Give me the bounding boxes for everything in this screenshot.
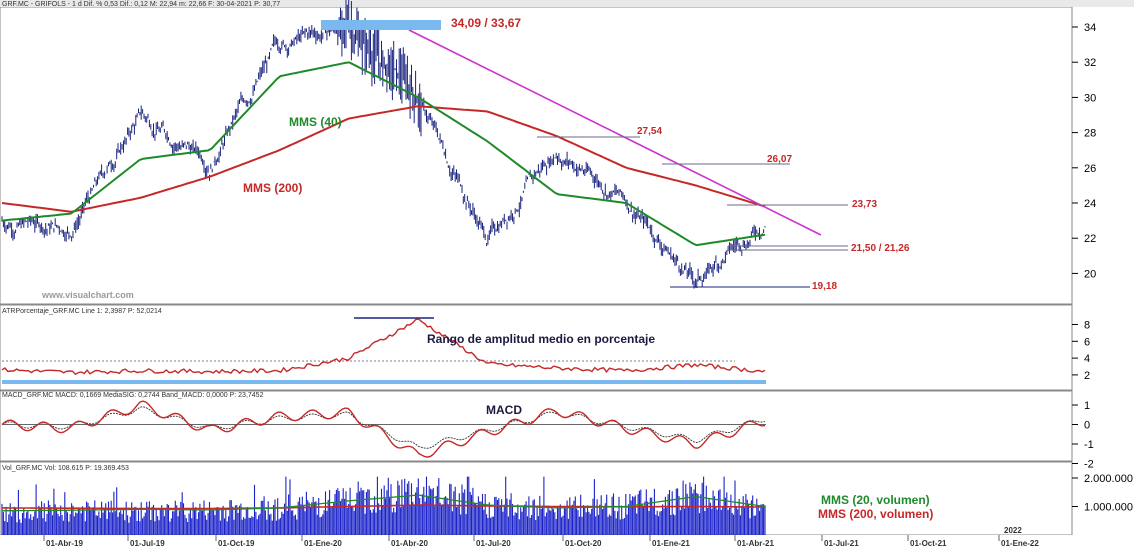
annotation-atr: Rango de amplitud medio en porcentaje: [427, 332, 655, 346]
date-label-2: 01-Oct-19: [218, 539, 255, 548]
header-bar: [0, 0, 1134, 7]
price-panel-title: GRF.MC - GRIFOLS - 1 d Dif. % 0,53 Dif.:…: [2, 1, 280, 8]
date-label-11: 01-Ene-22: [1001, 539, 1039, 548]
date-label-6: 01-Oct-20: [565, 539, 602, 548]
macd-axis-label-2: -1: [1084, 439, 1094, 451]
vol-axis-label-0: 2.000.000: [1084, 473, 1133, 485]
atr-axis-label-1: 6: [1084, 336, 1090, 348]
macd-signal-line: [1, 406, 766, 449]
vol-ma200-line: [2, 504, 766, 510]
atr-panel: [0, 304, 1073, 391]
annotation-vol-ma20: MMS (20, volumen): [821, 493, 930, 507]
price-axis-label-7: 20: [1084, 268, 1096, 280]
macd-axis-label-1: 0: [1084, 420, 1090, 432]
price-axis-label-4: 26: [1084, 163, 1096, 175]
macd-series-layer: [1, 400, 766, 458]
high-highlight-box: [321, 20, 441, 30]
date-label-5: 01-Jul-20: [476, 539, 511, 548]
watermark: www.visualchart.com: [41, 290, 134, 300]
date-label-7: 01-Ene-21: [652, 539, 690, 548]
volume-panel-title: Vol_GRF.MC Vol: 108.615 P: 19.369.453: [2, 465, 129, 472]
macd-panel-title: MACD_GRF.MC MACD: 0,1669 MediaSIG: 0,274…: [2, 392, 264, 399]
macd-axis-label-3: -2: [1084, 459, 1094, 471]
price-panel: [0, 6, 1073, 305]
macd-line: [1, 400, 766, 458]
atr-panel-title: ATRPorcentaje_GRF.MC Line 1: 2,3987 P: 5…: [2, 308, 162, 315]
macd-axis-label-0: 1: [1084, 400, 1090, 412]
price-axis-label-2: 30: [1084, 92, 1096, 104]
atr-line: [1, 318, 766, 376]
date-label-3: 01-Ene-20: [304, 539, 342, 548]
vol-ma20-line: [1, 494, 766, 512]
price-axis-label-5: 24: [1084, 198, 1096, 210]
ma40-line: [1, 61, 766, 247]
annotation-s1: 21,50 / 21,26: [851, 243, 910, 254]
atr-axis-label-0: 8: [1084, 320, 1090, 332]
year-label: 2022: [1004, 526, 1022, 535]
macd-panel: [0, 390, 1073, 462]
annotation-mms200: MMS (200): [243, 181, 302, 195]
date-label-0: 01-Abr-19: [46, 539, 83, 548]
price-series-layer: [1, 0, 848, 289]
annotation-macd: MACD: [486, 403, 522, 417]
date-label-10: 01-Oct-21: [910, 539, 947, 548]
price-axis-label-6: 22: [1084, 233, 1096, 245]
price-axis-label-1: 32: [1084, 57, 1096, 69]
annotation-r3: 23,73: [852, 199, 877, 210]
annotation-r1: 27,54: [637, 126, 662, 137]
annotation-s2: 19,18: [812, 281, 837, 292]
annotation-vol-ma200: MMS (200, volumen): [818, 507, 933, 521]
atr-axis-label-3: 2: [1084, 370, 1090, 382]
date-label-4: 01-Abr-20: [391, 539, 428, 548]
annotation-high: 34,09 / 33,67: [451, 16, 521, 30]
volume-series-layer: [1, 476, 766, 535]
price-axis-label-0: 34: [1084, 22, 1096, 34]
atr-series-layer: [1, 317, 766, 384]
annotation-r2: 26,07: [767, 154, 792, 165]
date-label-9: 01-Jul-21: [824, 539, 859, 548]
date-label-1: 01-Jul-19: [130, 539, 165, 548]
annotation-mms40: MMS (40): [289, 115, 342, 129]
right-axis-area: [1073, 7, 1134, 535]
ma200-line: [1, 105, 766, 213]
axis-layer: 34 32 30 28 26 24 22 20 8 6 4 2 1 0 -1 -2 2.000.000 1.000…: [43, 22, 1133, 548]
price-axis-label-3: 28: [1084, 128, 1096, 140]
atr-axis-label-2: 4: [1084, 353, 1090, 365]
date-axis-area: [0, 535, 1134, 549]
date-label-8: 01-Abr-21: [737, 539, 774, 548]
vol-axis-label-1: 1.000.000: [1084, 502, 1133, 514]
trend-line: [408, 29, 822, 236]
